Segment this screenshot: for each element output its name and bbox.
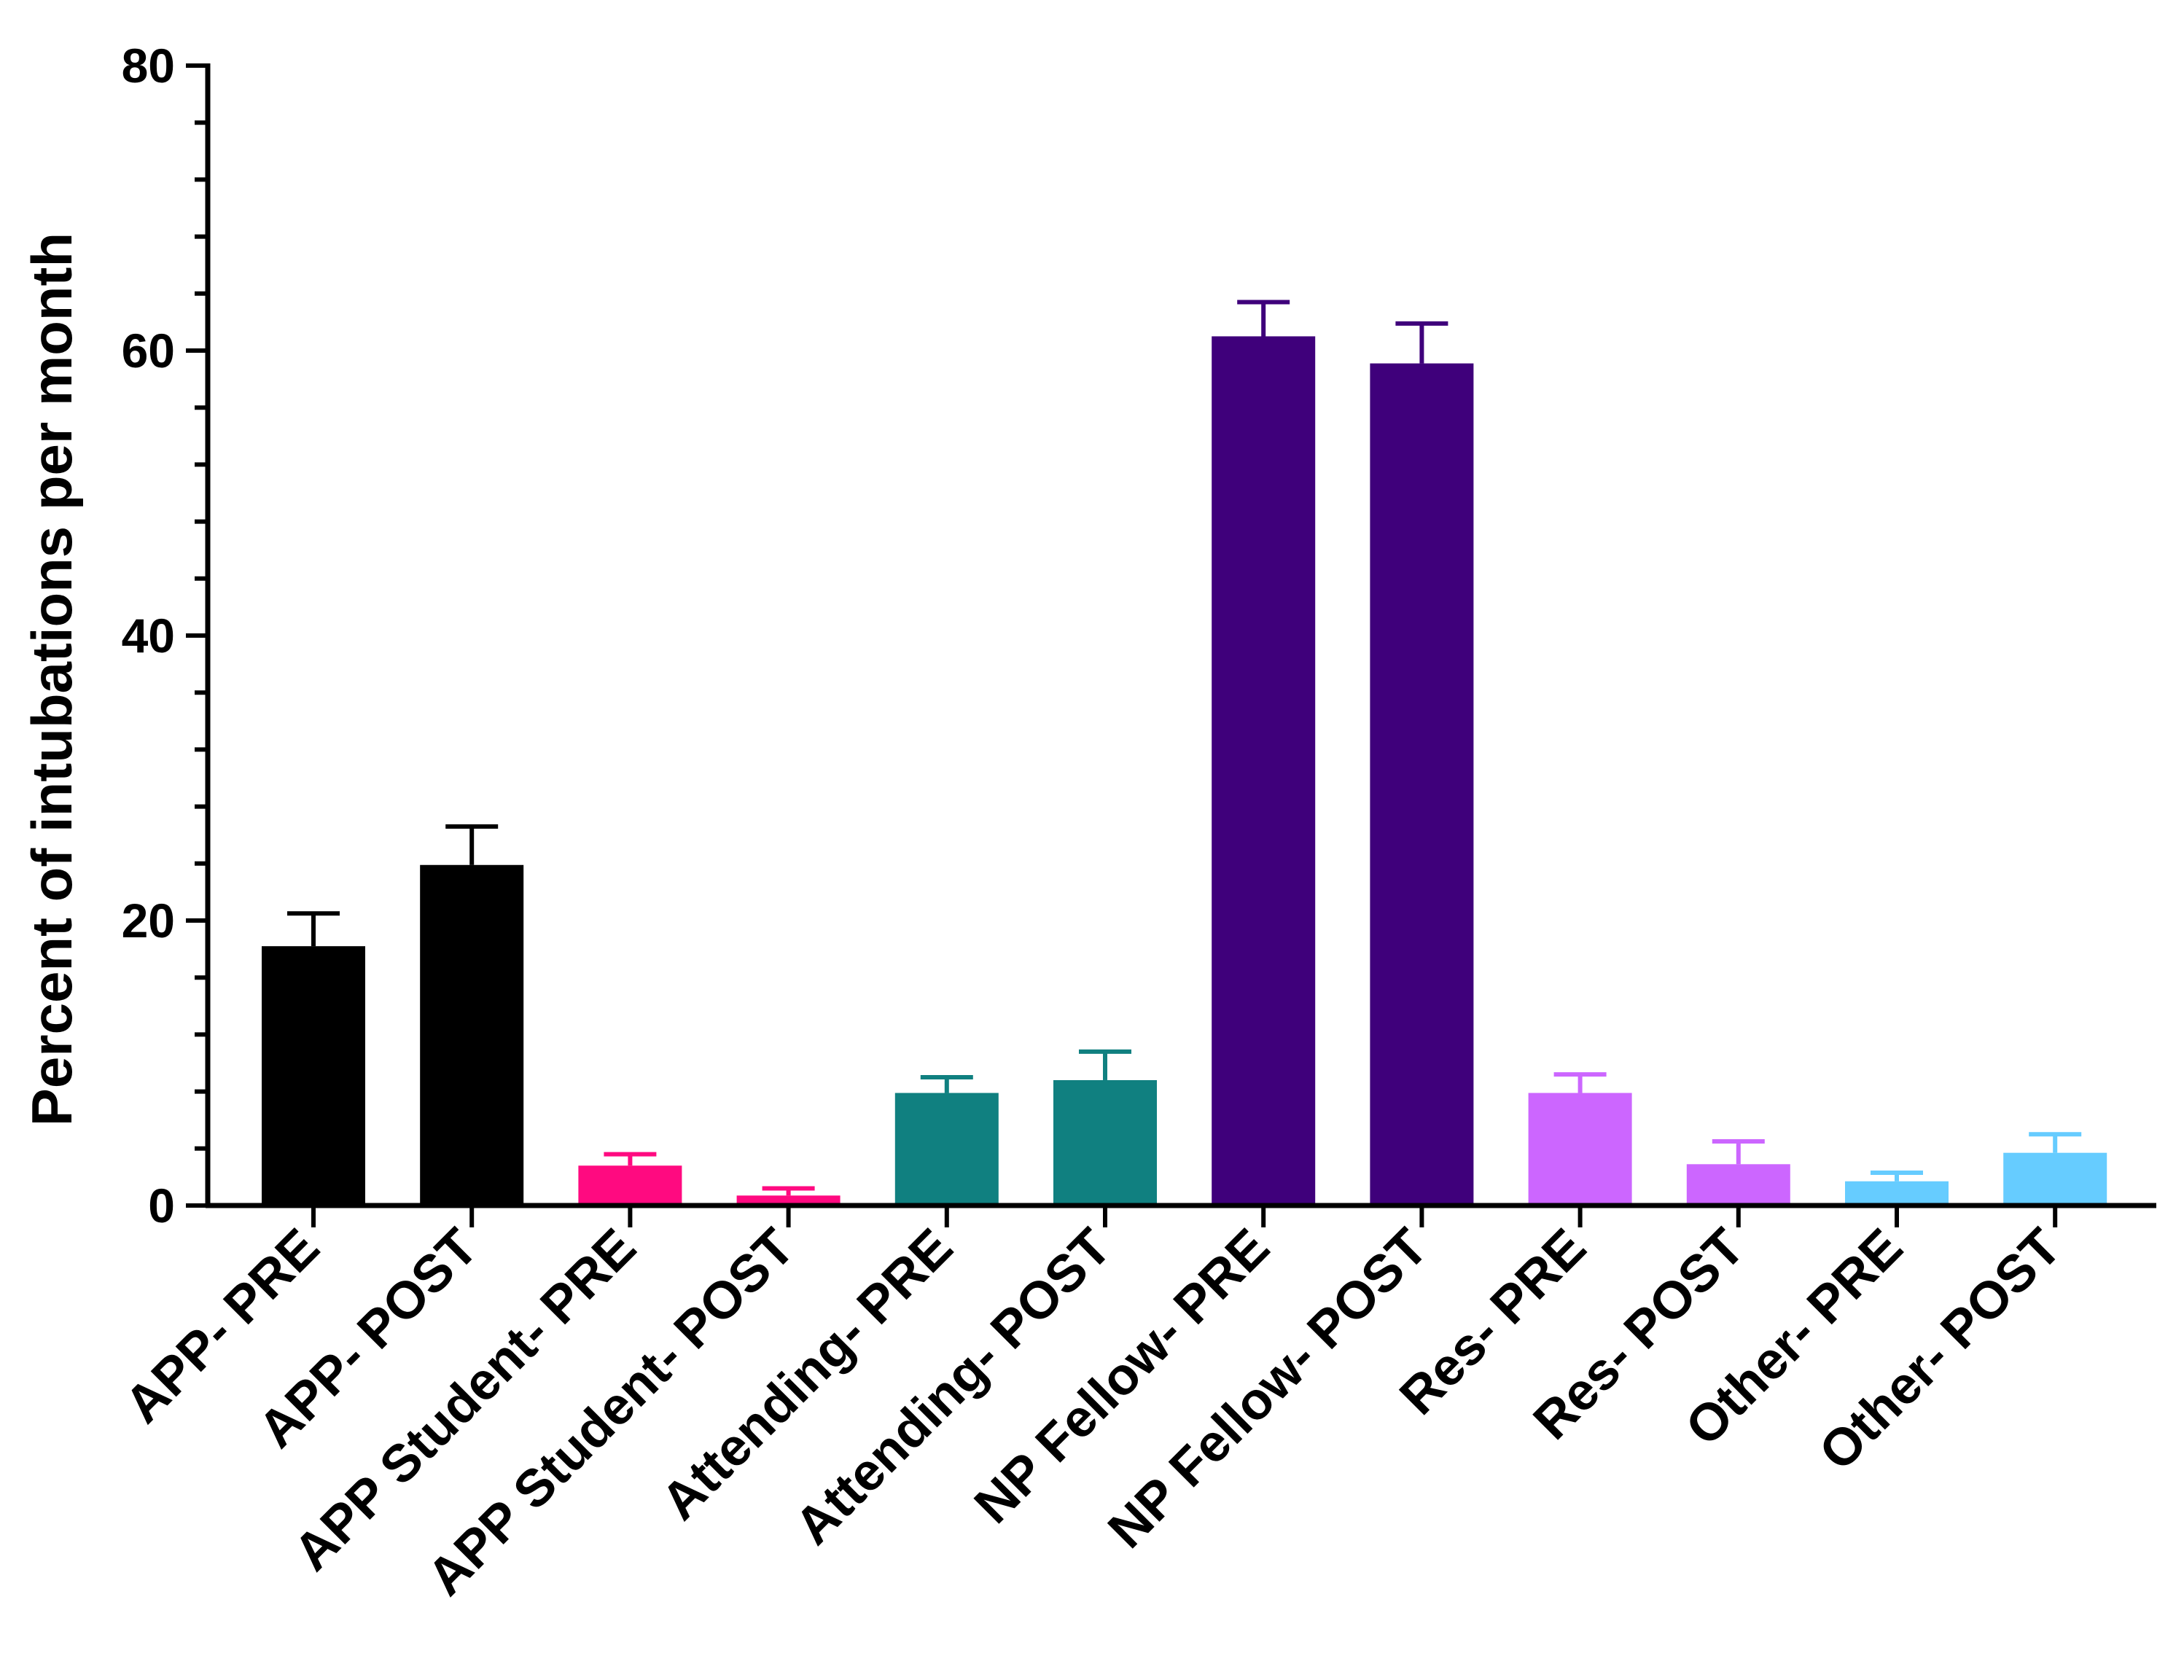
x-tick-label: Attending- PRE	[650, 1218, 964, 1531]
bar	[420, 864, 524, 1206]
y-tick-label: 40	[122, 609, 175, 663]
y-tick-label: 20	[122, 894, 175, 948]
x-tick-label: NP Fellow- PRE	[964, 1218, 1281, 1535]
bar	[1053, 1079, 1157, 1206]
bar	[1686, 1164, 1790, 1206]
y-tick-label: 60	[122, 324, 175, 378]
y-tick-labels: 0 20 40 60 80	[122, 39, 175, 1232]
bar	[1370, 363, 1474, 1206]
bar	[1845, 1181, 1949, 1206]
bar	[2003, 1152, 2107, 1206]
bar	[1212, 336, 1316, 1206]
error-bars-layer	[287, 300, 2082, 1196]
y-tick-label: 80	[122, 39, 175, 93]
y-tick-label: 0	[148, 1179, 175, 1232]
y-axis-title: Percent of intubations per month	[20, 233, 84, 1126]
bar	[1528, 1093, 1632, 1206]
bar	[578, 1165, 682, 1206]
y-ticks-layer	[186, 63, 208, 1208]
x-ticks-layer	[311, 1206, 2058, 1227]
bar	[894, 1093, 999, 1206]
bars-layer	[262, 336, 2107, 1206]
bar	[262, 946, 365, 1206]
